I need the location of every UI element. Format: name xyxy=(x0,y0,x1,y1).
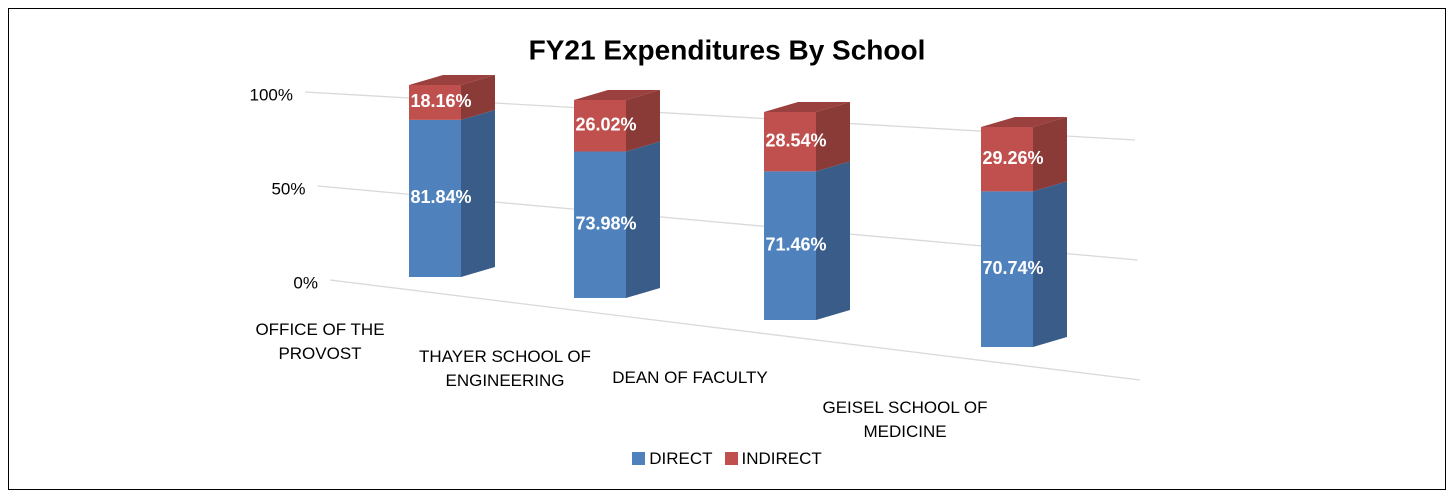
bar-side xyxy=(1033,117,1067,192)
x-tick-label: OFFICE OF THE PROVOST xyxy=(255,320,385,363)
y-tick-label: 100% xyxy=(250,85,293,104)
x-tick-label: THAYER SCHOOL OF ENGINEERING xyxy=(419,347,591,390)
bar-side xyxy=(461,75,495,120)
bar-segment xyxy=(409,109,495,277)
bar-front xyxy=(764,171,816,320)
bar-segment xyxy=(574,90,660,152)
bar-segment xyxy=(574,141,660,298)
data-label: 26.02% xyxy=(575,115,636,135)
bar-front xyxy=(574,100,626,152)
bar-side xyxy=(626,90,660,152)
bar-front xyxy=(574,151,626,298)
bar-front xyxy=(764,112,816,172)
legend-swatch xyxy=(724,452,738,465)
data-label: 18.16% xyxy=(410,91,471,111)
bar-front xyxy=(981,191,1033,347)
bar-top xyxy=(764,102,850,112)
bar-front xyxy=(409,119,461,277)
y-tick-label: 0% xyxy=(293,273,318,292)
bar-top xyxy=(981,117,1067,127)
bar-segment xyxy=(764,161,850,320)
bar-side xyxy=(816,161,850,320)
bar-side xyxy=(816,102,850,172)
bar-segment xyxy=(981,181,1067,347)
bar-front xyxy=(981,127,1033,192)
data-label: 29.26% xyxy=(982,148,1043,168)
bar-side xyxy=(626,141,660,298)
legend-item: DIRECT xyxy=(632,449,713,469)
data-label: 71.46% xyxy=(765,234,826,254)
data-label: 73.98% xyxy=(575,214,636,234)
legend-swatch xyxy=(632,452,646,465)
bar-top xyxy=(574,90,660,100)
data-label: 81.84% xyxy=(410,187,471,207)
legend-label: DIRECT xyxy=(649,449,713,468)
bar-side xyxy=(1033,181,1067,347)
data-label: 28.54% xyxy=(765,130,826,150)
data-label: 70.74% xyxy=(982,258,1043,278)
bar-top xyxy=(409,75,495,85)
bar-segment xyxy=(764,102,850,172)
x-tick-label: DEAN OF FACULTY xyxy=(612,368,768,387)
bar-segment xyxy=(409,75,495,120)
legend-label: INDIRECT xyxy=(741,449,822,468)
legend-item: INDIRECT xyxy=(724,449,822,469)
chart-title: FY21 Expenditures By School xyxy=(529,34,926,65)
bar-side xyxy=(461,109,495,277)
bar-segment xyxy=(981,117,1067,192)
legend: DIRECT INDIRECT xyxy=(0,449,1454,469)
x-tick-label: GEISEL SCHOOL OF MEDICINE xyxy=(822,398,988,441)
grid-line xyxy=(329,279,1141,381)
bar-front xyxy=(409,85,461,120)
y-tick-label: 50% xyxy=(271,179,305,198)
frame xyxy=(8,8,1446,490)
